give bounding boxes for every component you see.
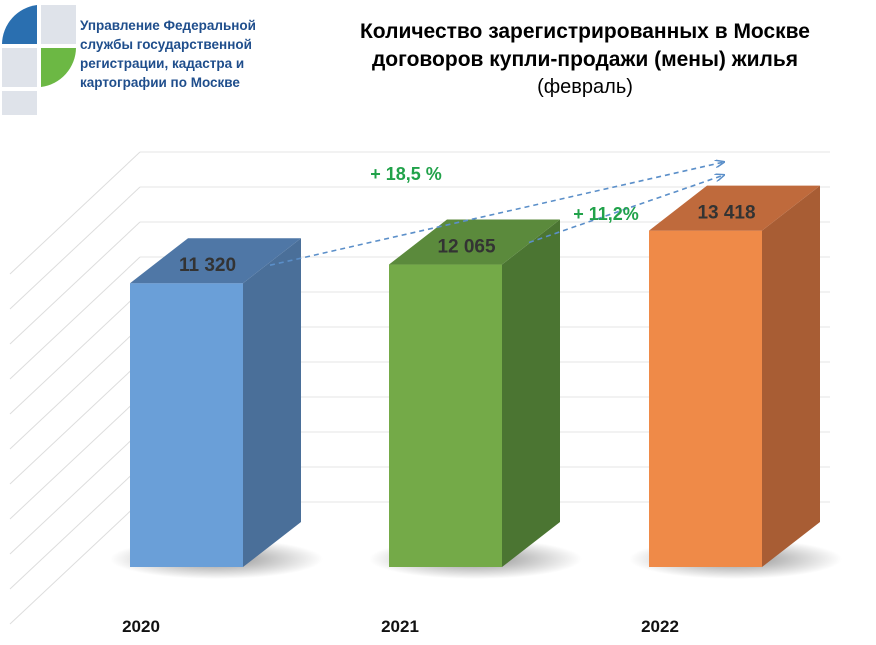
grid-line-side [9,466,141,590]
logo-quadrant-mid-right [41,48,76,87]
org-line-1: Управление Федеральной [80,18,256,33]
growth-label-1: + 18,5 % [370,164,442,184]
logo-quadrant-top-right [41,5,76,44]
bar-side-2022 [762,185,820,567]
value-label-2022: 13 418 [697,203,755,224]
bars [130,185,820,567]
category-label-2021: 2021 [381,617,419,636]
bar-top-2020 [130,238,301,284]
rosreestr-logo [2,5,76,115]
grid-line-side [9,186,141,310]
org-line-3: регистрации, кадастра и [80,56,245,71]
organization-name: Управление Федеральной службы государств… [80,16,320,92]
org-line-2: службы государственной [80,37,252,52]
chart-title-line-1: Количество зарегистрированных в Москве [359,20,810,43]
chart-title-line-2: договоров купли-продажи (мены) жилья [371,48,799,71]
org-line-4: картографии по Москве [80,75,240,90]
grid-line-side [9,431,141,555]
bar-side-2021 [502,219,560,567]
logo-quadrant-top-left [2,5,37,44]
bar-top-2021 [389,219,560,265]
grid-line-side [9,396,141,520]
logo-quadrant-bottom-left [2,91,37,115]
growth-arrow-2 [528,175,724,244]
grid-line-side [9,221,141,345]
bar-front-2020 [130,283,243,567]
growth-arrow-1 [269,162,724,266]
category-label-2020: 2020 [122,617,160,636]
bar-2020 [130,238,301,567]
bar-side-2020 [243,238,301,567]
bar-2021 [389,219,560,567]
chart-title: Количество зарегистрированных в Москве д… [300,18,870,74]
grid-line-side [9,361,141,485]
growth-annotations: + 18,5 % + 11,2% [269,162,724,266]
chart-subtitle: (февраль) [537,76,633,98]
grid-line-side [9,256,141,380]
value-label-2021: 12 065 [437,237,496,258]
logo-quadrant-mid-left [2,48,37,87]
category-label-2022: 2022 [641,617,679,636]
grid-line-side [9,326,141,450]
grid-line-side [9,501,141,625]
labels: 11 320 2020 12 065 2021 13 418 2022 [122,203,755,636]
growth-label-2: + 11,2% [573,204,639,224]
bar-2022 [649,185,820,567]
bar-front-2021 [389,264,502,567]
grid-line-side [9,151,141,275]
grid-line-side [9,291,141,415]
bar-top-2022 [649,185,820,231]
value-label-2020: 11 320 [179,255,236,276]
bar-front-2022 [649,230,762,567]
